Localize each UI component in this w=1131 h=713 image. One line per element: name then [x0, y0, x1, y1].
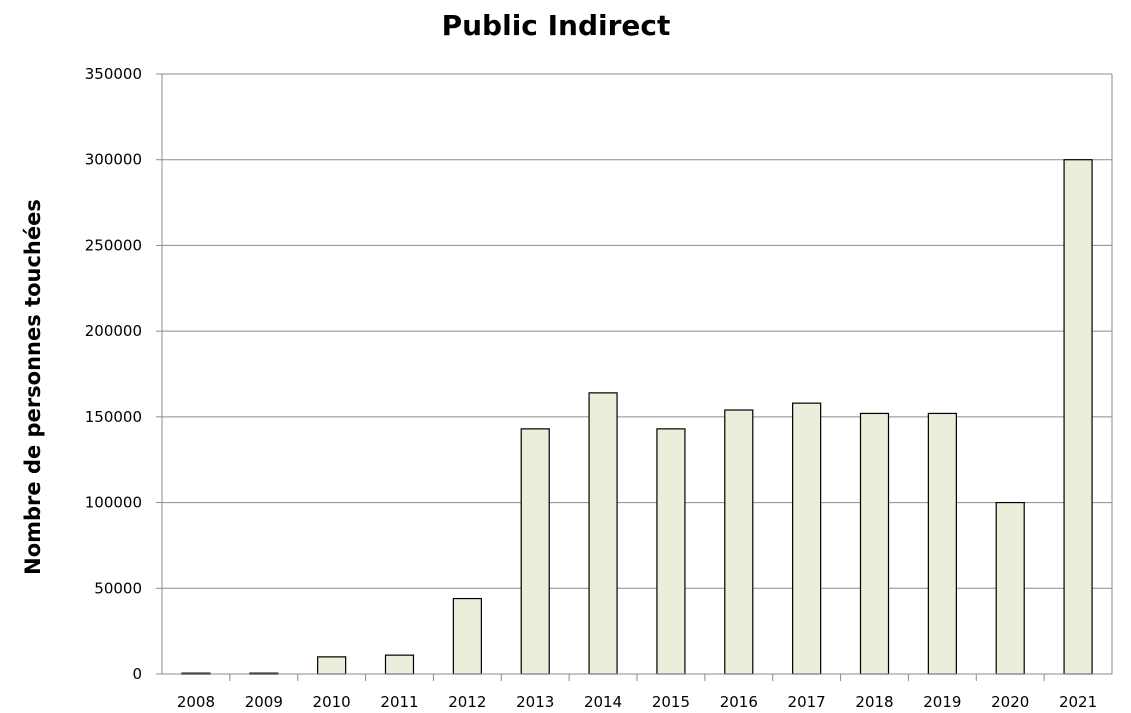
chart-title: Public Indirect — [442, 9, 671, 42]
bar-2011 — [384, 654, 415, 675]
x-tick-label: 2008 — [177, 693, 215, 711]
y-tick-label: 50000 — [94, 579, 142, 597]
x-tick-label: 2016 — [720, 693, 758, 711]
bars — [181, 159, 1093, 675]
y-axis-label: Nombre de personnes touchées — [21, 199, 45, 575]
y-tick-label: 150000 — [85, 408, 142, 426]
x-tick-label: 2019 — [923, 693, 961, 711]
x-tick-label: 2018 — [855, 693, 893, 711]
bar-2019 — [927, 412, 957, 675]
bar-2015 — [656, 428, 686, 675]
axes — [161, 74, 1113, 675]
gridlines — [162, 73, 1112, 675]
x-tick-label: 2014 — [584, 693, 622, 711]
x-tick-label: 2011 — [380, 693, 418, 711]
x-tick-label: 2009 — [245, 693, 283, 711]
bar-2012 — [452, 597, 482, 675]
y-tick-label: 0 — [132, 665, 142, 683]
y-tick-label: 300000 — [85, 151, 142, 169]
y-tick-label: 350000 — [85, 65, 142, 83]
bar-2010 — [317, 656, 347, 675]
x-tick-label: 2020 — [991, 693, 1029, 711]
bar-2020 — [995, 501, 1025, 675]
x-tick-label: 2021 — [1059, 693, 1097, 711]
bar-2014 — [588, 392, 618, 675]
x-tick-label: 2015 — [652, 693, 690, 711]
y-tick-label: 250000 — [85, 236, 142, 254]
x-tick-label: 2017 — [788, 693, 826, 711]
y-tick-label: 200000 — [85, 322, 142, 340]
bar-2017 — [792, 402, 822, 675]
bar-2016 — [724, 409, 754, 675]
bar-2021 — [1063, 159, 1093, 675]
y-tick-label: 100000 — [85, 494, 142, 512]
bar-2013 — [520, 428, 550, 675]
x-tick-label: 2010 — [313, 693, 351, 711]
x-axis-ticks: 2008 2009 2010 2011 2012 2013 2014 2015 2016 2017… — [177, 674, 1097, 711]
x-tick-label: 2012 — [448, 693, 486, 711]
bar-2018 — [859, 412, 890, 675]
x-tick-label: 2013 — [516, 693, 554, 711]
y-axis-ticks: 0 50000 100000 150000 200000 250000 300000 3500… — [85, 65, 162, 683]
